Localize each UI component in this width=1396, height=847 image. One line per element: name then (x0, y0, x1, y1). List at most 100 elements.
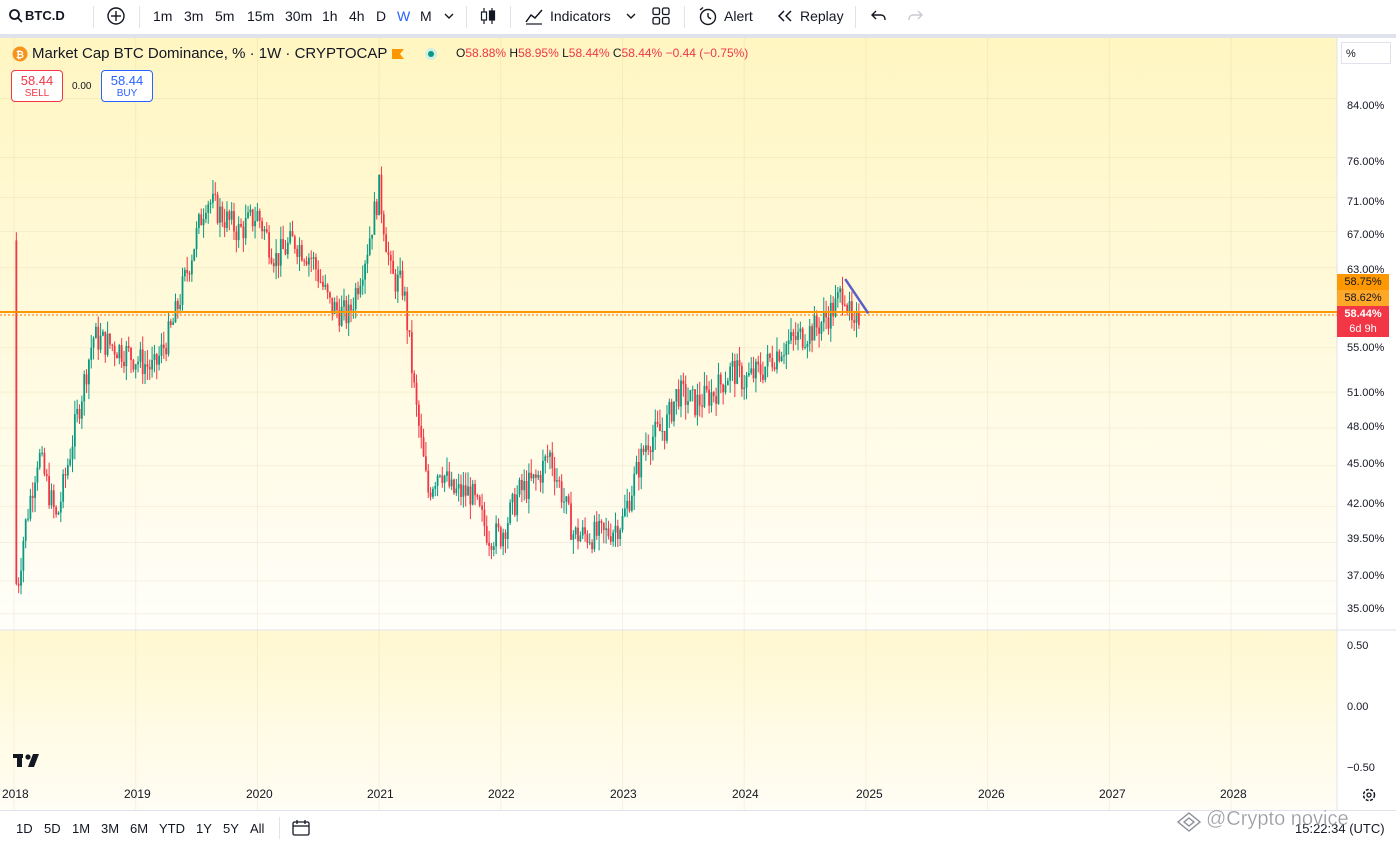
range-all[interactable]: All (250, 821, 265, 836)
range-1m[interactable]: 1M (72, 821, 91, 836)
candle-body (48, 476, 51, 506)
candle-body (457, 484, 460, 489)
candle-body (780, 356, 783, 362)
symbol-legend-title[interactable]: Market Cap BTC Dominance, % · 1W · CRYPT… (32, 45, 388, 62)
interval-5m[interactable]: 5m (215, 8, 235, 24)
candle-body (113, 345, 116, 355)
candle-body (223, 222, 226, 228)
indicators-button[interactable]: Indicators (550, 8, 611, 24)
candle-body (818, 327, 820, 334)
undo-icon[interactable] (870, 8, 888, 24)
candle-body (57, 512, 60, 515)
candle-body (99, 335, 102, 350)
interval-3m[interactable]: 3m (184, 8, 204, 24)
candle-body (766, 353, 769, 367)
candle-body (516, 494, 519, 516)
interval-m[interactable]: M (420, 8, 432, 24)
candle-body (27, 518, 29, 520)
indicator-pane-background (0, 630, 1337, 810)
candle-body (602, 523, 605, 531)
range-1d[interactable]: 1D (16, 821, 33, 836)
settings-gear-icon[interactable] (1361, 787, 1377, 803)
y-tick: 55.00% (1347, 342, 1385, 354)
trendline-drawing[interactable] (844, 278, 870, 315)
search-icon[interactable] (9, 9, 23, 23)
candle-body (155, 354, 158, 365)
candle-body (83, 374, 86, 402)
range-ytd[interactable]: YTD (159, 821, 185, 836)
candle-body (551, 452, 554, 469)
price-scale-button[interactable]: % (1341, 42, 1391, 64)
compare-symbol-plus-icon[interactable] (106, 6, 126, 26)
candle-body (471, 483, 474, 505)
candle-body (55, 507, 58, 515)
date-range-calendar-icon[interactable] (292, 819, 312, 837)
candle-body (132, 359, 135, 370)
candle-body (123, 361, 125, 367)
candle-body (546, 456, 549, 458)
range-6m[interactable]: 6M (130, 821, 149, 836)
market-status-icon[interactable] (424, 47, 438, 61)
candle-body (656, 421, 659, 424)
utc-clock[interactable]: 15:22:34 (UTC) (1295, 821, 1385, 836)
interval-w[interactable]: W (397, 8, 411, 24)
candle-body (97, 326, 100, 350)
interval-30m[interactable]: 30m (285, 8, 313, 24)
chart-area[interactable]: % 84.00% 76.00% 71.00% 67.00% 63.00% 55.… (0, 38, 1396, 810)
alert-button[interactable]: Alert (724, 8, 753, 24)
candle-body (300, 245, 303, 261)
x-tick: 2028 (1220, 787, 1247, 801)
candle-body (408, 330, 411, 333)
indicators-chevron-icon[interactable] (625, 11, 637, 21)
symbol-search[interactable]: BTC.D (25, 8, 65, 23)
candle-body (565, 496, 568, 502)
candle-body (616, 525, 619, 539)
candle-body (38, 453, 41, 468)
candle-body (850, 301, 853, 321)
candle-body (258, 210, 261, 222)
candle-body (235, 231, 238, 241)
interval-4h[interactable]: 4h (349, 8, 365, 24)
price-chart[interactable] (0, 38, 1396, 810)
candle-body (319, 281, 322, 283)
replay-rewind-icon[interactable] (776, 9, 794, 23)
range-5y[interactable]: 5Y (223, 821, 239, 836)
candle-body (261, 221, 263, 232)
interval-15m[interactable]: 15m (247, 8, 275, 24)
buy-button[interactable]: 58.44 BUY (101, 70, 153, 102)
range-1y[interactable]: 1Y (196, 821, 212, 836)
flag-icon[interactable] (391, 48, 405, 60)
candle-body (579, 535, 582, 542)
sell-button[interactable]: 58.44 SELL (11, 70, 63, 102)
candle-body (183, 269, 186, 277)
range-3m[interactable]: 3M (101, 821, 120, 836)
candle-body (76, 408, 79, 415)
layout-grid-icon[interactable] (651, 6, 671, 26)
interval-d[interactable]: D (376, 8, 387, 24)
range-5d[interactable]: 5D (44, 821, 61, 836)
y-tick: 35.00% (1347, 603, 1385, 615)
indicators-icon[interactable] (524, 6, 544, 26)
candle-body (820, 322, 823, 334)
candle-body (146, 364, 149, 367)
candle-chart-type-icon[interactable] (478, 6, 498, 26)
candle-body (829, 302, 832, 329)
candles (15, 166, 860, 595)
interval-1h[interactable]: 1h (322, 8, 338, 24)
chevron-down-icon[interactable] (443, 11, 455, 21)
replay-button[interactable]: Replay (800, 8, 844, 24)
candle-body (483, 509, 486, 527)
candle-body (738, 360, 741, 367)
candle-body (633, 473, 636, 496)
candle-body (668, 401, 671, 415)
redo-icon[interactable] (906, 8, 924, 24)
candle-body (776, 351, 778, 370)
alert-clock-icon[interactable] (697, 5, 719, 27)
candle-body (696, 394, 699, 416)
candle-body (59, 501, 62, 513)
x-tick: 2023 (610, 787, 637, 801)
candle-body (181, 276, 184, 305)
y-tick: 84.00% (1347, 100, 1385, 112)
candle-body (626, 500, 629, 509)
interval-1m[interactable]: 1m (153, 8, 173, 24)
